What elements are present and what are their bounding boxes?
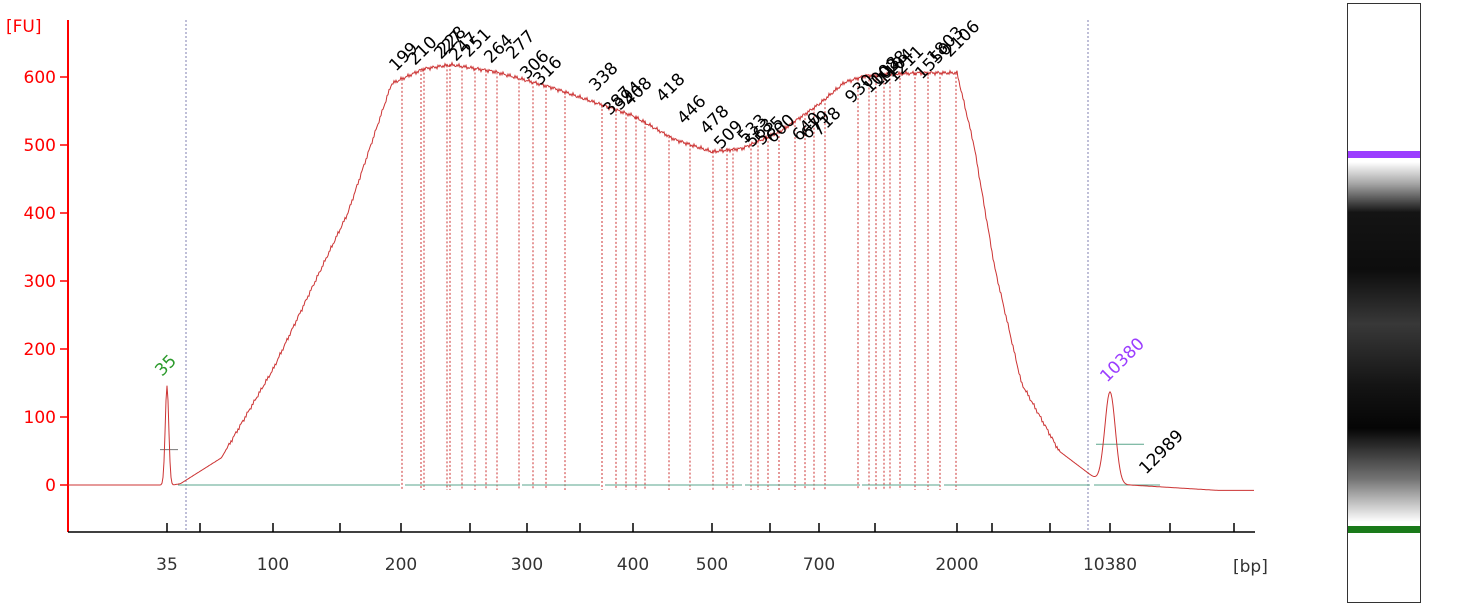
lower-marker-band xyxy=(1348,526,1420,533)
fluorescence-trace xyxy=(68,61,1254,491)
lower-marker-label: 35 xyxy=(151,351,180,380)
x-tick-label: 700 xyxy=(803,555,835,575)
x-tick-label: 10380 xyxy=(1083,555,1137,575)
peak-droplines xyxy=(160,64,1144,490)
y-tick-label: 100 xyxy=(24,408,56,428)
y-tick-label: 600 xyxy=(24,68,56,88)
y-tick-label: 400 xyxy=(24,204,56,224)
upper-marker-label: 10380 xyxy=(1096,334,1148,386)
x-tick-label: 400 xyxy=(617,555,649,575)
y-axis-unit-label: [FU] xyxy=(6,17,42,37)
y-tick-label: 200 xyxy=(24,340,56,360)
gel-lane xyxy=(1347,3,1421,603)
x-tick-label: 2000 xyxy=(935,555,978,575)
peak-label: 418 xyxy=(652,69,689,106)
y-tick-label: 0 xyxy=(45,476,56,496)
x-axis-unit-label: [bp] xyxy=(1233,557,1268,577)
end-marker-label: 12989 xyxy=(1135,426,1187,478)
upper-marker-band xyxy=(1348,151,1420,158)
x-tick-label: 200 xyxy=(385,555,417,575)
x-tick-label: 100 xyxy=(257,555,289,575)
electropherogram-chart: 0 100 200 300 400 500 600 35 100 200 300 400 500 700 2… xyxy=(6,17,1268,577)
x-tick-label: 300 xyxy=(511,555,543,575)
marker-guides xyxy=(185,20,1089,532)
x-tick-label: 35 xyxy=(156,555,178,575)
x-tick-label: 500 xyxy=(696,555,728,575)
axes: 0 100 200 300 400 500 600 35 100 200 300 400 500 700 2… xyxy=(24,20,1255,575)
y-tick-label: 300 xyxy=(24,272,56,292)
sample-smear-band xyxy=(1348,162,1420,522)
y-tick-label: 500 xyxy=(24,136,56,156)
